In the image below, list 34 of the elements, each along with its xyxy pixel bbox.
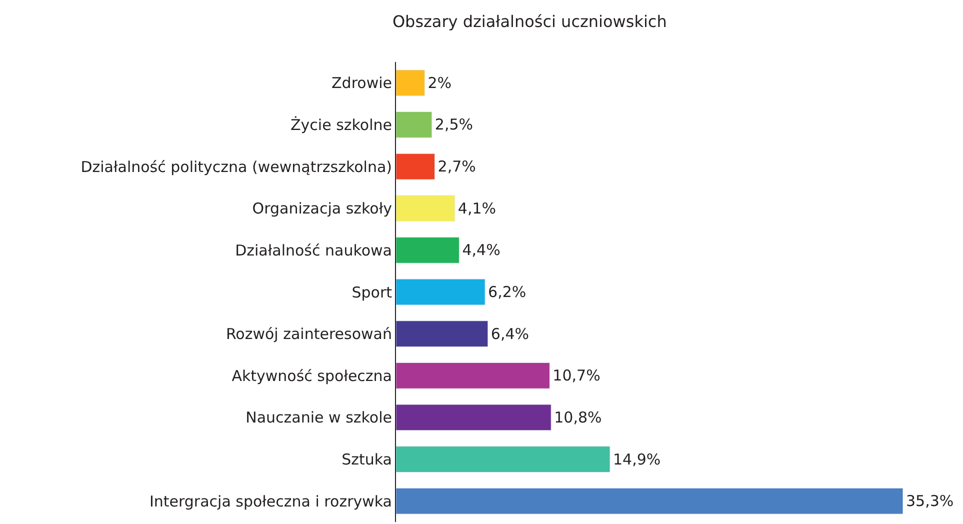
data-label: 6,2% xyxy=(488,283,526,301)
data-label: 35,3% xyxy=(906,492,954,510)
y-tick-label: Sport xyxy=(352,283,392,302)
bar xyxy=(396,278,486,306)
bar xyxy=(396,70,425,96)
data-label: 10,8% xyxy=(554,408,602,426)
bar xyxy=(396,112,432,138)
bar xyxy=(396,153,436,180)
bar xyxy=(396,404,552,431)
bar xyxy=(396,488,903,514)
y-tick-label: Zdrowie xyxy=(332,74,392,92)
data-label: 4,4% xyxy=(462,241,500,260)
data-label: 2,5% xyxy=(434,116,474,134)
bar xyxy=(396,236,460,264)
data-label: 6,4% xyxy=(490,324,530,343)
bar xyxy=(396,320,488,348)
y-tick-label: Działalność naukowa xyxy=(235,241,392,260)
y-tick-label: Rozwój zainteresowań xyxy=(226,325,392,344)
y-tick-label: Życie szkolne xyxy=(290,116,392,134)
y-tick-label: Sztuka xyxy=(342,450,392,469)
chart-title: Obszary działalności uczniowskich xyxy=(392,12,667,31)
data-label: 14,9% xyxy=(613,450,661,468)
data-label: 4,1% xyxy=(458,199,496,218)
data-label: 10,7% xyxy=(552,366,600,385)
y-tick-label: Nauczanie w szkole xyxy=(246,408,392,427)
y-tick-label: Intergracja społeczna i rozrywka xyxy=(149,492,392,510)
bar xyxy=(396,446,610,472)
y-tick-label: Organizacja szkoły xyxy=(252,200,392,218)
data-label: 2,7% xyxy=(438,158,476,176)
data-label: 2% xyxy=(428,74,452,92)
bar xyxy=(396,195,456,222)
y-tick-label: Aktywność społeczna xyxy=(232,366,392,385)
bar xyxy=(396,362,550,389)
y-tick-label: Działalność polityczna (wewnątrzszkolna) xyxy=(80,158,392,176)
